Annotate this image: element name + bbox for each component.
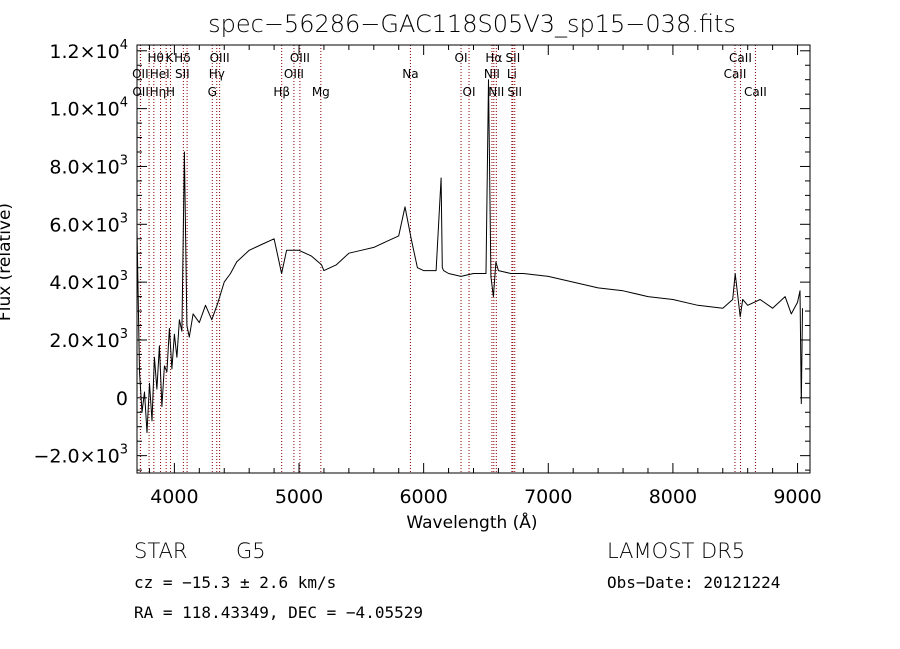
y-axis-label: Flux (relative)	[0, 203, 15, 321]
line-marker-label-14: OIII	[290, 51, 310, 65]
y-tick-label-0: −2.0×103	[33, 443, 128, 468]
line-marker-label-27: CaII	[744, 85, 767, 99]
spectrum-series	[136, 79, 803, 433]
line-marker-label-20: Hα	[485, 51, 502, 65]
coordinates: RA = 118.43349, DEC = −4.05529	[134, 603, 423, 622]
x-tick-label-0: 4000	[150, 486, 198, 508]
chart-title: spec−56286−GAC118S05V3_sp15−038.fits	[208, 10, 736, 38]
line-marker-label-15: Mg	[312, 85, 330, 99]
line-marker-label-25: CaII	[724, 67, 747, 81]
line-marker-label-3: Hη	[150, 85, 167, 99]
survey-name: LAMOST DR5	[607, 539, 746, 563]
y-tick-label-5: 8.0×103	[49, 153, 128, 178]
y-tick-label-3: 4.0×103	[49, 269, 128, 294]
plot-frame	[136, 44, 811, 474]
y-tick-label-6: 1.0×104	[49, 96, 128, 121]
x-tick-label-2: 6000	[399, 486, 447, 508]
y-tick-label-2: 2.0×103	[49, 327, 128, 352]
spectral-subclass: G5	[236, 539, 266, 563]
line-marker-label-5: K	[165, 51, 174, 65]
x-tick-label-3: 7000	[524, 486, 572, 508]
y-tick-label-7: 1.2×104	[49, 38, 128, 63]
line-marker-label-11: OIII	[210, 51, 230, 65]
line-marker-label-13: OIII	[284, 67, 304, 81]
line-marker-label-23: SII	[506, 51, 521, 65]
observation-date: Obs−Date: 20121224	[607, 573, 781, 592]
line-marker-label-17: OI	[455, 51, 468, 65]
object-class: STAR	[134, 539, 188, 563]
line-marker-label-4: HeI	[150, 67, 170, 81]
redshift-value: cz = −15.3 ± 2.6 km/s	[134, 573, 337, 592]
line-marker-label-12: Hβ	[273, 85, 290, 99]
line-marker-label-6: H	[166, 85, 175, 99]
y-tick-label-4: 6.0×103	[49, 211, 128, 236]
line-marker-label-21: NII	[488, 85, 504, 99]
line-marker-label-19: NII	[484, 67, 500, 81]
line-marker-label-16: Na	[402, 67, 418, 81]
y-tick-label-1: 0	[116, 388, 128, 410]
axes: 4000 5000 6000 7000 8000 9000 −2.0×103 0 2.0×103…	[33, 38, 821, 508]
line-marker-label-26: CaII	[729, 51, 752, 65]
spectrum-line	[136, 79, 803, 433]
x-tick-label-5: 9000	[773, 486, 821, 508]
x-axis-label: Wavelength (Å)	[406, 511, 537, 533]
line-marker-label-9: G	[208, 85, 217, 99]
line-marker-label-1: OII	[132, 67, 149, 81]
line-marker-label-0: Hθ	[148, 51, 164, 65]
line-marker-label-18: OI	[463, 85, 476, 99]
line-marker-label-24: SII	[507, 85, 522, 99]
x-tick-label-4: 8000	[649, 486, 697, 508]
x-tick-label-1: 5000	[275, 486, 323, 508]
line-marker-label-8: Hδ	[174, 51, 190, 65]
line-marker-label-10: Hγ	[209, 67, 225, 81]
line-marker-label-7: SII	[175, 67, 190, 81]
line-marker-label-2: OII	[132, 85, 149, 99]
line-marker-label-22: Li	[507, 67, 517, 81]
